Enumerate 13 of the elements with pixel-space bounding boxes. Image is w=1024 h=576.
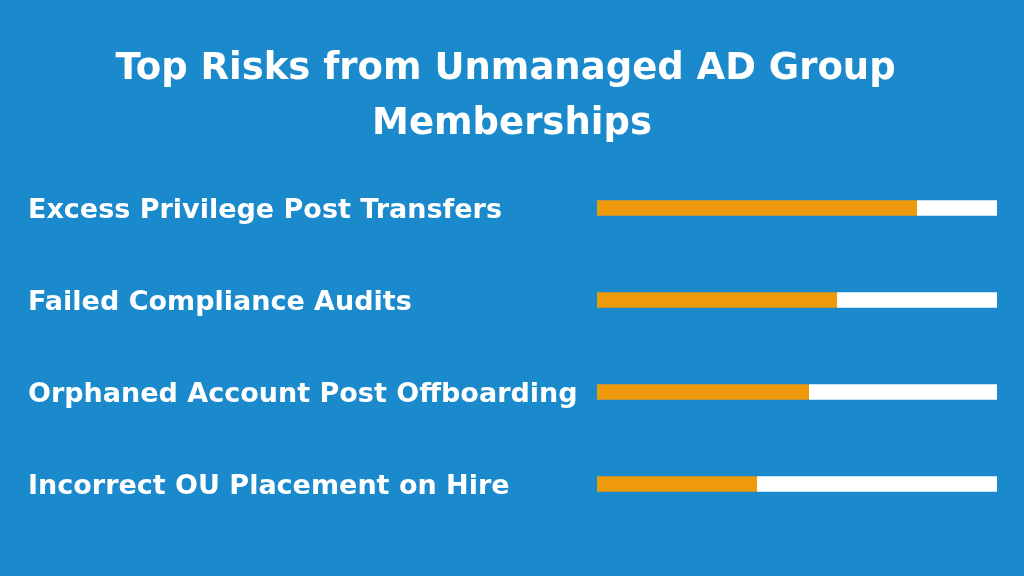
y-tick-label: Excess Privilege Post Transfers xyxy=(28,192,502,224)
y-tick-label: Incorrect OU Placement on Hire xyxy=(28,468,510,500)
bar xyxy=(597,476,757,492)
bar xyxy=(597,200,917,216)
bar xyxy=(757,476,997,492)
bar xyxy=(917,200,997,216)
bar xyxy=(597,384,809,400)
bar xyxy=(837,292,997,308)
y-tick-label: Orphaned Account Post Offboarding xyxy=(28,376,578,408)
bar xyxy=(809,384,997,400)
y-tick-label: Failed Compliance Audits xyxy=(28,284,412,316)
chart-title: Top Risks from Unmanaged AD Group Memberships xyxy=(115,45,909,143)
bar xyxy=(597,292,837,308)
